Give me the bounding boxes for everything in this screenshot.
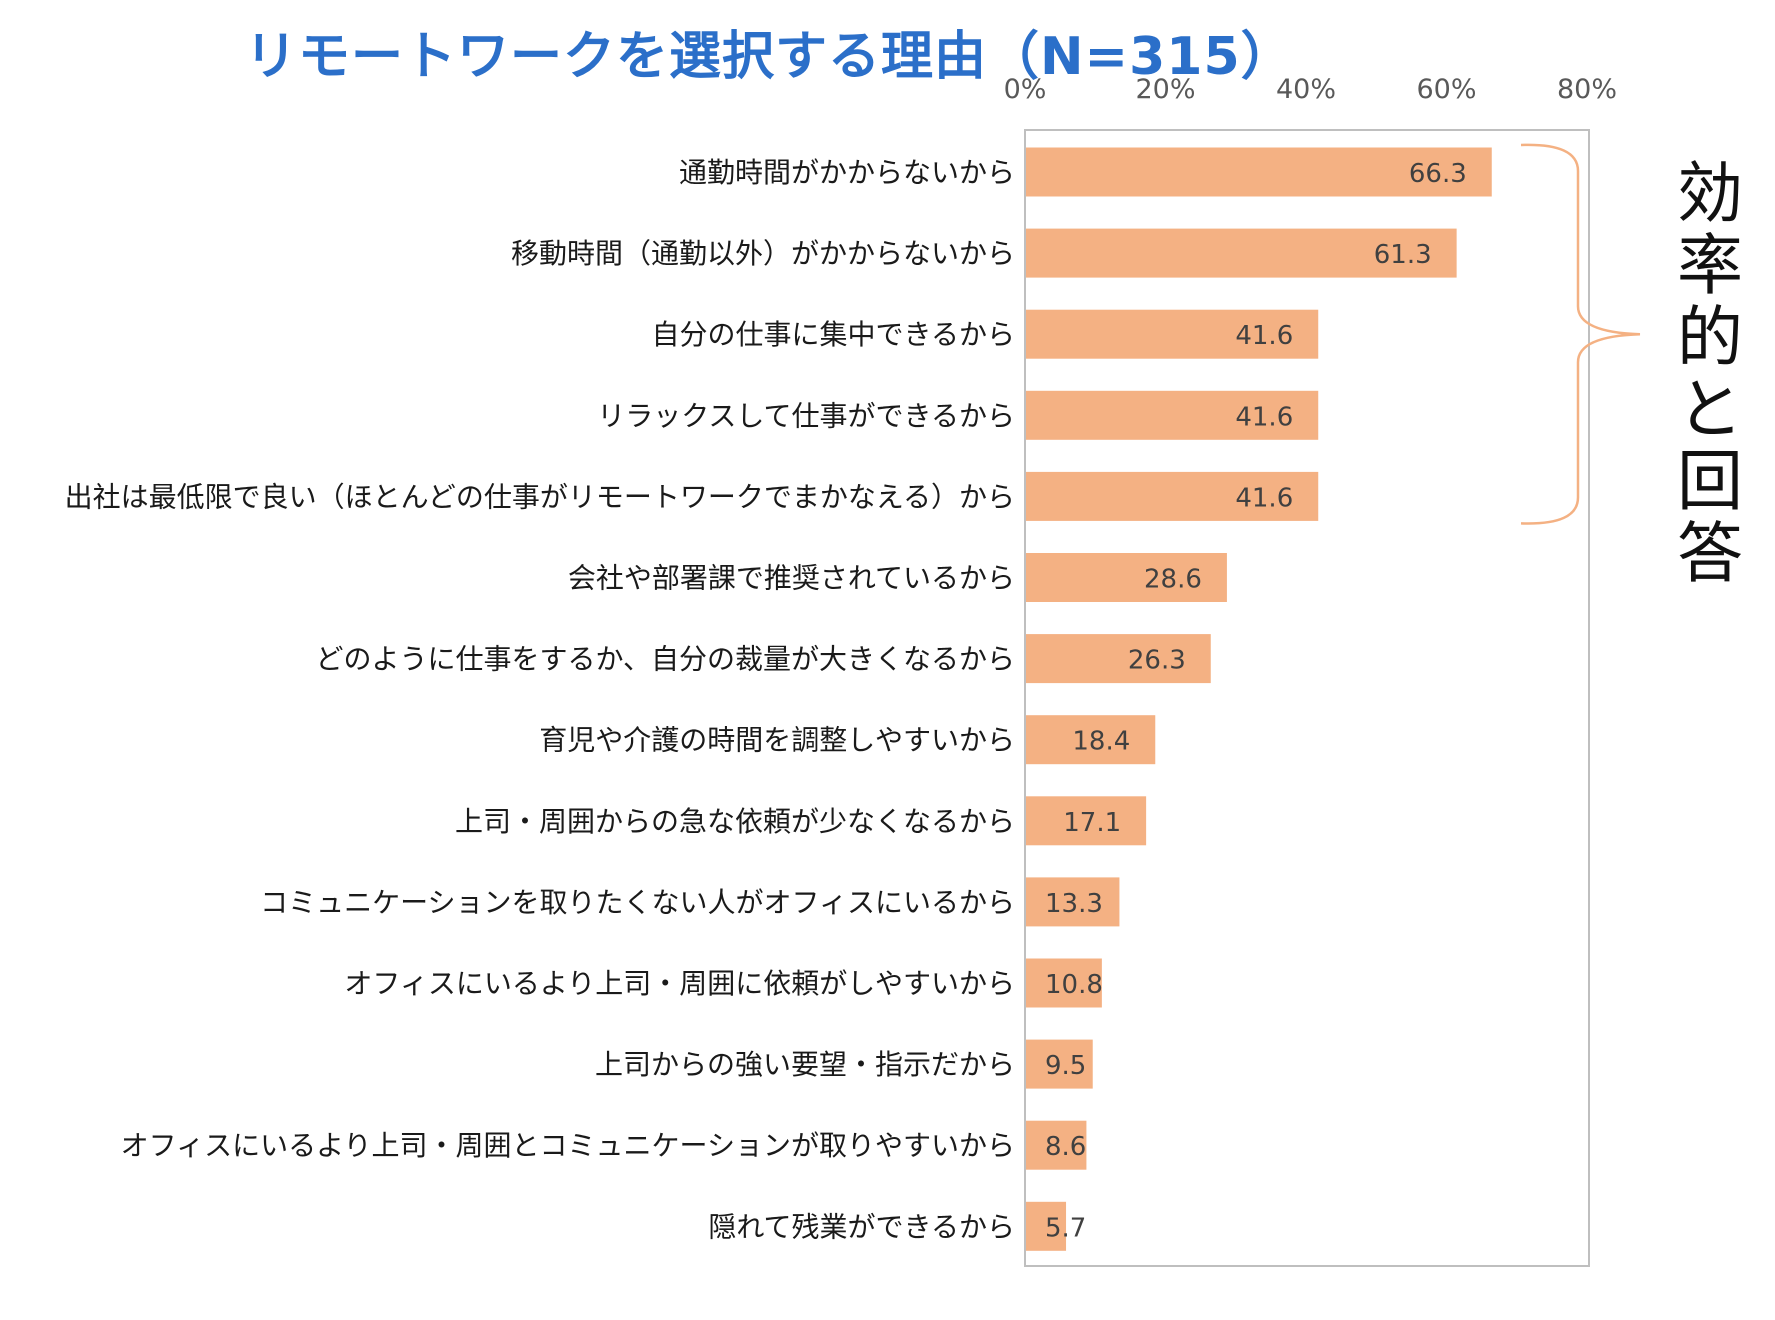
data-label: 13.3: [1045, 889, 1103, 919]
chart-title: リモートワークを選択する理由（N=315）: [245, 27, 1294, 87]
bar: [1026, 877, 1120, 927]
x-tick-label: 0%: [1004, 74, 1047, 105]
data-label: 17.1: [1063, 808, 1121, 838]
category-label: オフィスにいるより上司・周囲に依頼がしやすいから: [344, 967, 1015, 1000]
category-label: オフィスにいるより上司・周囲とコミュニケーションが取りやすいから: [121, 1129, 1015, 1162]
data-labels: 66.3 61.3 41.6 41.6 41.6 28.6 26.3 18.4 17.1 13.3…: [1045, 159, 1467, 1243]
data-label: 61.3: [1374, 240, 1432, 270]
category-label: 会社や部署課で推奨されているから: [568, 562, 1015, 595]
bar: [1026, 1120, 1087, 1170]
bar: [1026, 228, 1457, 278]
annotation-bracket: [1520, 143, 1641, 525]
category-labels: 通勤時間がかからないから移動時間（通勤以外）がかからないから自分の仕事に集中でき…: [65, 156, 1015, 1243]
data-label: 18.4: [1072, 727, 1130, 757]
category-label: 上司からの強い要望・指示だから: [595, 1048, 1015, 1081]
data-label: 10.8: [1045, 970, 1103, 1000]
category-label: 上司・周囲からの急な依頼が少なくなるから: [455, 805, 1015, 838]
x-tick-label: 80%: [1557, 74, 1617, 105]
x-tick-label: 40%: [1276, 74, 1336, 105]
category-label: コミュニケーションを取りたくない人がオフィスにいるから: [260, 886, 1015, 919]
category-label: 育児や介護の時間を調整しやすいから: [539, 724, 1015, 757]
data-label: 5.7: [1045, 1213, 1086, 1243]
plot-frame: [1024, 129, 1590, 1267]
bar: [1026, 471, 1319, 521]
x-axis-ticks: 0% 20% 40% 60% 80%: [1004, 74, 1617, 105]
category-label: 隠れて残業ができるから: [708, 1210, 1015, 1243]
data-label: 9.5: [1045, 1051, 1086, 1081]
data-label: 66.3: [1409, 159, 1467, 189]
category-label: 通勤時間がかからないから: [679, 156, 1015, 189]
bars: [1026, 147, 1492, 1251]
category-label: 自分の仕事に集中できるから: [652, 318, 1015, 351]
category-label: 出社は最低限で良い（ほとんどの仕事がリモートワークでまかなえる）から: [65, 480, 1015, 513]
category-label: リラックスして仕事ができるから: [597, 399, 1015, 432]
data-label: 26.3: [1128, 646, 1186, 676]
bar: [1026, 309, 1319, 359]
bar: [1026, 147, 1492, 197]
category-label: どのように仕事をするか、自分の裁量が大きくなるから: [316, 643, 1015, 676]
x-tick-label: 20%: [1135, 74, 1195, 105]
bar: [1026, 1201, 1067, 1251]
data-label: 41.6: [1235, 483, 1293, 513]
data-label: 8.6: [1045, 1132, 1086, 1162]
bar: [1026, 553, 1227, 602]
data-label: 28.6: [1144, 565, 1202, 595]
data-label: 41.6: [1235, 321, 1293, 351]
bar: [1026, 634, 1211, 684]
bar: [1026, 958, 1102, 1008]
data-label: 41.6: [1235, 402, 1293, 432]
bar: [1026, 390, 1319, 440]
bar: [1026, 796, 1147, 846]
bar: [1026, 1039, 1093, 1089]
bar: [1026, 715, 1156, 765]
x-tick-label: 60%: [1416, 74, 1476, 105]
category-label: 移動時間（通勤以外）がかからないから: [511, 237, 1015, 270]
side-annotation: 効率的と回答: [1677, 155, 1743, 592]
